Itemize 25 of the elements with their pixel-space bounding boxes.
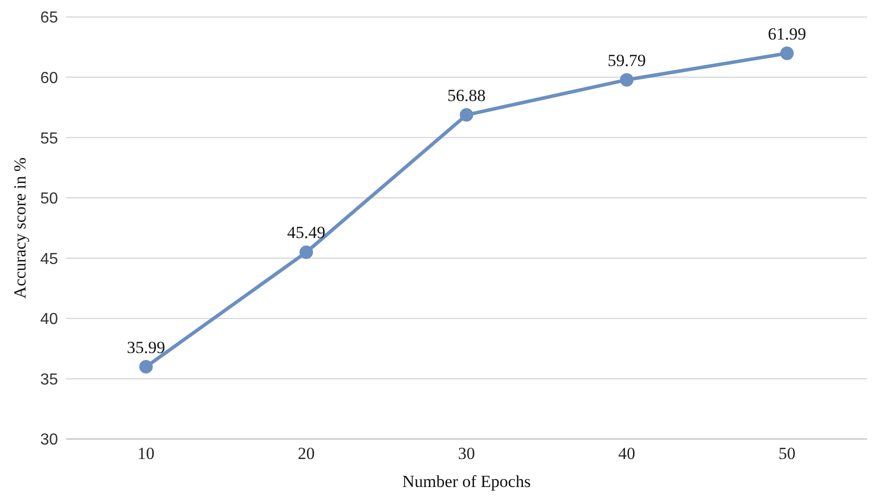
y-tick-label: 45 (40, 250, 58, 268)
point (780, 46, 794, 60)
x-tick-label: 20 (298, 444, 315, 464)
y-tick-label: 40 (40, 311, 58, 328)
x-axis-title: Number of Epochs (402, 472, 531, 491)
point (620, 73, 634, 87)
data-label: 45.49 (287, 223, 326, 242)
data-label: 59.79 (608, 50, 646, 70)
data-label: 61.99 (768, 24, 806, 44)
y-tick-label: 60 (40, 70, 58, 87)
y-tick-label: 55 (40, 130, 58, 148)
x-tick-label: 30 (458, 444, 475, 464)
point (300, 245, 313, 259)
x-tick-label: 10 (138, 444, 154, 464)
y-tick-label: 30 (40, 432, 58, 449)
x-tick-label: 40 (618, 444, 636, 464)
y-tick-label: 65 (40, 10, 58, 27)
x-tick-label: 50 (778, 444, 796, 464)
y-tick-label: 50 (40, 190, 58, 208)
data-label: 56.88 (447, 86, 486, 105)
y-axis-title: Accuracy score in % (10, 157, 30, 299)
point (139, 360, 153, 374)
y-tick-label: 35 (40, 371, 58, 388)
data-label: 35.99 (126, 338, 166, 357)
point (460, 108, 474, 122)
